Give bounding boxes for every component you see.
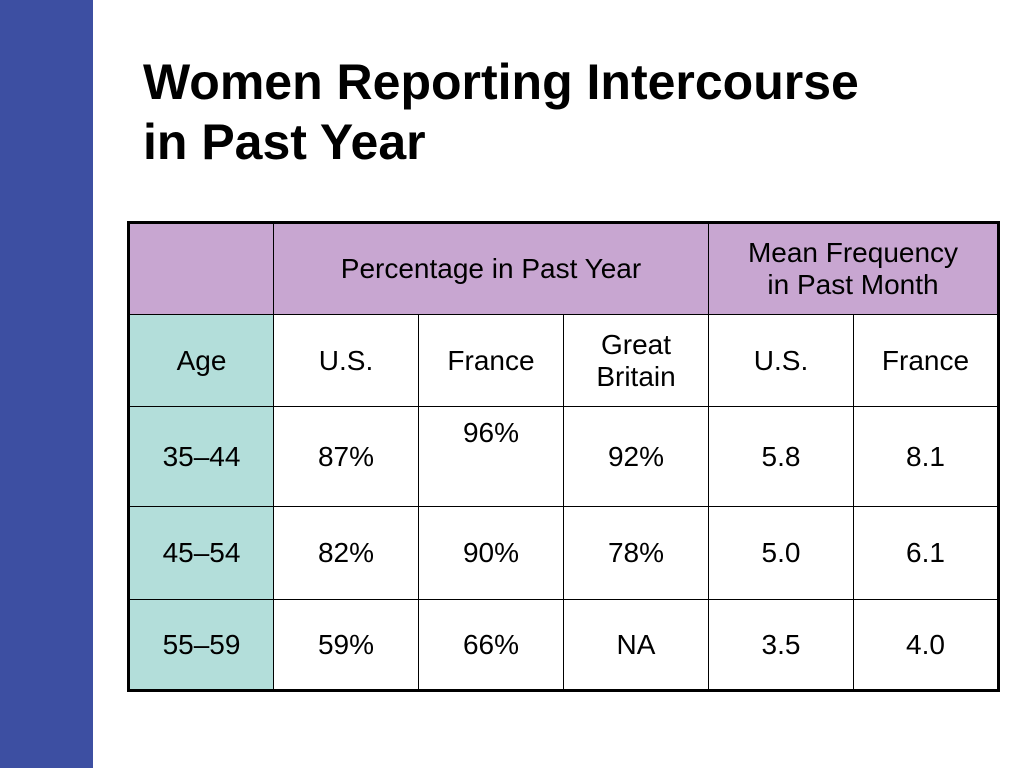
cell-pct-us: 59% <box>273 599 419 691</box>
cell-freq-france: 8.1 <box>853 406 999 507</box>
column-header-pct-great-britain: Great Britain <box>563 314 709 407</box>
column-header-freq-france: France <box>853 314 999 407</box>
accent-bar <box>0 0 93 768</box>
cell-freq-us: 5.0 <box>708 506 854 600</box>
cell-pct-great-britain: 92% <box>563 406 709 507</box>
cell-age: 45–54 <box>128 506 274 600</box>
group-header-row: Percentage in Past Year Mean Frequency i… <box>128 222 999 315</box>
column-header-pct-gb-line-2: Britain <box>596 360 676 392</box>
table-row: 35–44 87% 96% 92% 5.8 8.1 <box>128 406 999 507</box>
group-header-mean-frequency-line-2: in Past Month <box>767 269 939 300</box>
slide-title-line-2: in Past Year <box>143 114 426 170</box>
cell-age: 55–59 <box>128 599 274 691</box>
slide-title-line-1: Women Reporting Intercourse <box>143 54 859 110</box>
cell-freq-france: 4.0 <box>853 599 999 691</box>
column-header-age: Age <box>128 314 274 407</box>
cell-pct-great-britain: 78% <box>563 506 709 600</box>
group-header-mean-frequency-line-1: Mean Frequency <box>747 237 959 268</box>
column-header-freq-us: U.S. <box>708 314 854 407</box>
slide-title: Women Reporting Intercourse in Past Year <box>143 52 1003 172</box>
cell-freq-france: 6.1 <box>853 506 999 600</box>
cell-pct-france: 66% <box>418 599 564 691</box>
table-row: 55–59 59% 66% NA 3.5 4.0 <box>128 599 999 691</box>
column-header-pct-us: U.S. <box>273 314 419 407</box>
cell-pct-france: 96% <box>418 406 564 507</box>
cell-age: 35–44 <box>128 406 274 507</box>
cell-pct-france: 90% <box>418 506 564 600</box>
corner-cell <box>128 222 274 315</box>
data-table: Percentage in Past Year Mean Frequency i… <box>127 221 1000 692</box>
table-row: 45–54 82% 90% 78% 5.0 6.1 <box>128 506 999 600</box>
column-header-pct-france: France <box>418 314 564 407</box>
group-header-mean-frequency: Mean Frequency in Past Month <box>708 222 999 315</box>
cell-pct-us: 87% <box>273 406 419 507</box>
column-header-row: Age U.S. France Great Britain U.S. Franc… <box>128 314 999 407</box>
column-header-pct-gb-line-1: Great <box>600 328 672 360</box>
cell-pct-great-britain: NA <box>563 599 709 691</box>
cell-freq-us: 5.8 <box>708 406 854 507</box>
cell-pct-us: 82% <box>273 506 419 600</box>
group-header-percentage: Percentage in Past Year <box>273 222 709 315</box>
cell-freq-us: 3.5 <box>708 599 854 691</box>
